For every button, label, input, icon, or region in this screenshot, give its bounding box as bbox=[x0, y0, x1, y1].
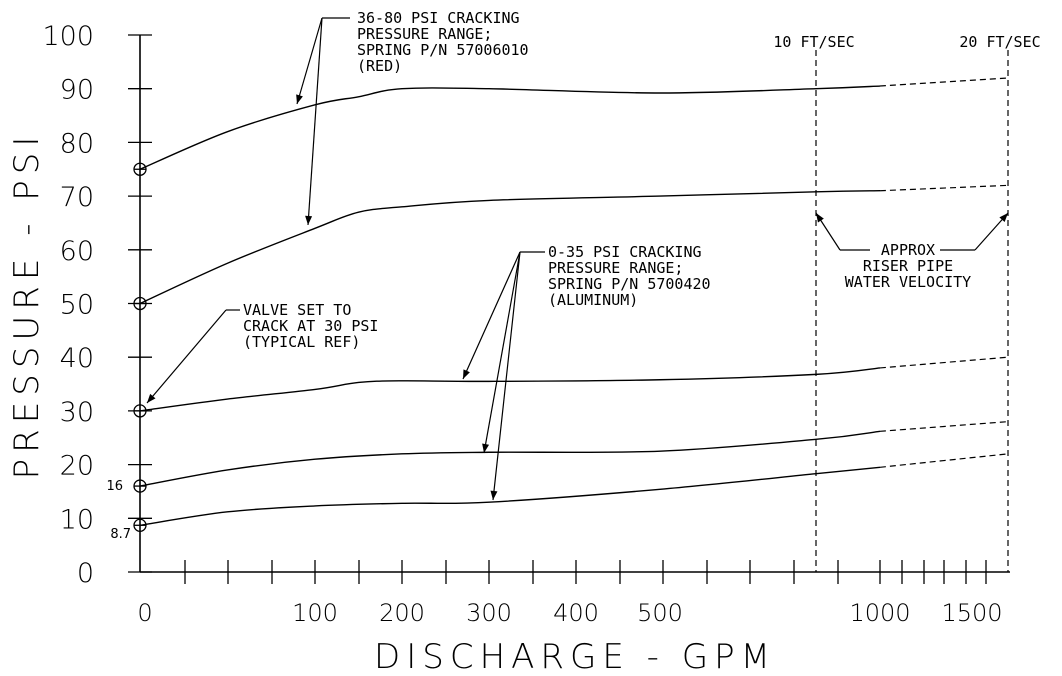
arrowhead bbox=[463, 369, 470, 379]
velocity-note: WATER VELOCITY bbox=[845, 273, 971, 291]
red-range-note: PRESSURE RANGE; bbox=[357, 25, 492, 43]
velocity-lines: 10 FT/SEC 20 FT/SEC bbox=[773, 33, 1041, 572]
velocity-note: APPROX bbox=[881, 241, 935, 259]
red-range-note: (RED) bbox=[357, 57, 402, 75]
leader-line bbox=[462, 251, 521, 380]
y-tick-label: 50 bbox=[60, 290, 94, 321]
pressure-curves bbox=[139, 77, 1009, 526]
x-tick-label: 200 bbox=[379, 599, 425, 627]
red-range-note: 36-80 PSI CRACKING bbox=[357, 9, 520, 27]
aluminum-range-note: (ALUMINUM) bbox=[548, 291, 638, 309]
y-tick-label: 10 bbox=[60, 504, 94, 535]
valve-set-note: (TYPICAL REF) bbox=[243, 333, 360, 351]
y-tick-label: 80 bbox=[60, 128, 94, 159]
pressure-curve-extension bbox=[879, 77, 1009, 87]
y-tick-label: 60 bbox=[60, 236, 94, 267]
x-tick-label: 1500 bbox=[941, 599, 1002, 627]
y-axis-title: PRESSURE - PSI bbox=[7, 131, 47, 480]
pressure-curve bbox=[139, 466, 881, 526]
leader-line bbox=[296, 17, 323, 105]
valve-set-note: CRACK AT 30 PSI bbox=[243, 317, 378, 335]
y-ticks: 0 10 20 30 40 50 60 70 80 90 100 bbox=[42, 21, 152, 589]
velocity-note: RISER PIPE bbox=[863, 257, 953, 275]
aluminum-range-note: 0-35 PSI CRACKING bbox=[548, 243, 702, 261]
leader-line bbox=[307, 17, 323, 226]
pressure-curve bbox=[139, 85, 881, 170]
start-value-label: 16 bbox=[106, 479, 123, 494]
x-tick-label: 300 bbox=[466, 599, 512, 627]
x-tick-label: 0 bbox=[137, 599, 152, 627]
x-tick-label: 1000 bbox=[849, 599, 910, 627]
annotation-leaders bbox=[146, 17, 1009, 501]
arrowhead bbox=[482, 443, 490, 453]
arrowhead bbox=[305, 215, 313, 225]
pressure-curve-extension bbox=[879, 421, 1009, 432]
aluminum-range-note: SPRING P/N 5700420 bbox=[548, 275, 711, 293]
x-tick-label: 100 bbox=[292, 599, 338, 627]
start-value-label: 8.7 bbox=[110, 527, 131, 542]
red-range-note: SPRING P/N 57006010 bbox=[357, 41, 529, 59]
valve-set-note: VALVE SET TO bbox=[243, 301, 351, 319]
arrowhead bbox=[296, 94, 303, 104]
y-tick-label: 20 bbox=[60, 451, 94, 482]
leader-line bbox=[146, 309, 227, 404]
start-markers: 168.7 bbox=[106, 162, 147, 542]
pressure-curve bbox=[139, 367, 881, 412]
pressure-curve-extension bbox=[879, 184, 1009, 192]
velocity-label: 20 FT/SEC bbox=[959, 33, 1040, 51]
x-axis-title: DISCHARGE - GPM bbox=[374, 637, 776, 676]
pressure-curve bbox=[139, 430, 881, 487]
x-tick-label: 500 bbox=[637, 599, 683, 627]
velocity-label: 10 FT/SEC bbox=[773, 33, 854, 51]
pressure-curve bbox=[139, 190, 881, 305]
y-tick-label: 40 bbox=[60, 343, 94, 374]
arrowhead bbox=[816, 213, 824, 223]
arrowhead bbox=[490, 490, 498, 500]
x-ticks: 0 100 200 300 400 500 1000 1500 bbox=[137, 560, 1003, 627]
y-tick-label: 70 bbox=[60, 182, 94, 213]
arrowhead bbox=[999, 213, 1008, 223]
leader-line bbox=[483, 251, 521, 454]
leader-line bbox=[492, 251, 521, 501]
arrowhead bbox=[147, 393, 156, 403]
y-tick-label: 30 bbox=[60, 397, 94, 428]
x-tick-label: 400 bbox=[553, 599, 599, 627]
pressure-curve-extension bbox=[879, 356, 1009, 369]
y-tick-label: 100 bbox=[42, 21, 94, 52]
pressure-curve-extension bbox=[879, 453, 1009, 468]
aluminum-range-note: PRESSURE RANGE; bbox=[548, 259, 683, 277]
y-tick-label: 90 bbox=[60, 75, 94, 106]
y-tick-label: 0 bbox=[77, 558, 94, 589]
